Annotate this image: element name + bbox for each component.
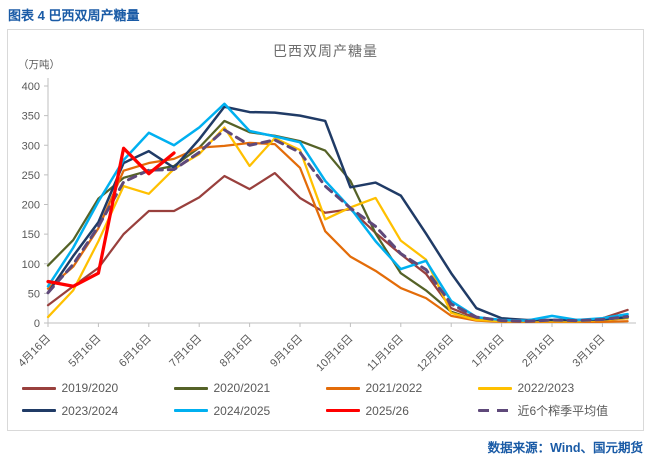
y-tick-label: 200 xyxy=(22,200,40,212)
x-tick-label: 8月16日 xyxy=(218,333,255,370)
x-tick-label: 5月16日 xyxy=(66,333,103,370)
legend-item-2: 2021/2022 xyxy=(325,381,478,395)
chart-legend: 2019/2020 2020/2021 2021/2022 2022/2023 2023… xyxy=(8,381,643,419)
y-tick-label: 150 xyxy=(22,229,40,241)
legend-item-7: 近6个榨季平均值 xyxy=(477,402,630,419)
x-tick-label: 10月16日 xyxy=(314,333,355,374)
legend-item-5: 2024/2025 xyxy=(173,402,326,419)
legend-label: 2023/2024 xyxy=(61,403,119,418)
legend-swatch xyxy=(21,409,56,412)
legend-label: 近6个榨季平均值 xyxy=(517,404,609,418)
series-line-2021/2022 xyxy=(46,141,629,323)
legend-swatch xyxy=(325,386,360,390)
y-tick-label: 50 xyxy=(28,288,40,300)
legend-label: 2019/2020 xyxy=(61,381,119,395)
x-tick-label: 9月16日 xyxy=(268,333,305,370)
legend-item-3: 2022/2023 xyxy=(477,381,630,395)
legend-swatch xyxy=(173,409,208,412)
chart-title: 巴西双周产糖量 xyxy=(273,43,378,59)
legend-item-0: 2019/2020 xyxy=(21,381,174,395)
legend-item-4: 2023/2024 xyxy=(21,402,174,419)
plot-svg: 0 50 100 150 200 250 300 350 400 4月16日 5月16日 6月16日 7… xyxy=(16,78,636,374)
x-tick-label: 2月16日 xyxy=(520,333,557,370)
x-tick-label: 4月16日 xyxy=(16,333,53,370)
x-tick-label: 6月16日 xyxy=(117,333,154,370)
legend-label: 2025/26 xyxy=(365,403,409,418)
y-tick-label: 400 xyxy=(22,81,40,93)
legend-swatch xyxy=(173,386,208,390)
legend-item-6: 2025/26 xyxy=(325,402,478,419)
legend-label: 2021/2022 xyxy=(365,381,423,395)
x-tick-label: 11月16日 xyxy=(365,333,406,374)
y-tick-label: 350 xyxy=(22,111,40,123)
series-line-近6个榨季平均值 xyxy=(46,128,630,323)
y-tick-label: 250 xyxy=(22,170,40,182)
legend-label: 2022/2023 xyxy=(517,381,575,395)
data-source: 数据来源：Wind、国元期货 xyxy=(487,441,643,455)
legend-item-1: 2020/2021 xyxy=(173,381,326,395)
x-tick-label: 12月16日 xyxy=(415,333,456,374)
y-tick-label: 0 xyxy=(34,318,40,330)
x-tick-label: 1月16日 xyxy=(470,333,507,370)
chart-container: 巴西双周产糖量 （万吨） 0 50 100 150 200 250 300 350 400 4月1… xyxy=(7,29,644,431)
figure-caption: 图表 4 巴西双周产糖量 xyxy=(8,8,140,23)
legend-swatch xyxy=(477,409,512,412)
y-tick-label: 300 xyxy=(22,140,40,152)
y-tick-label: 100 xyxy=(22,259,40,271)
legend-label: 2020/2021 xyxy=(213,381,271,395)
series-line-2025/26 xyxy=(46,146,176,288)
legend-swatch xyxy=(325,409,360,412)
y-axis-unit-label: （万吨） xyxy=(18,59,60,71)
x-tick-label: 7月16日 xyxy=(167,333,204,370)
x-tick-label: 3月16日 xyxy=(570,333,607,370)
legend-swatch xyxy=(21,386,56,390)
legend-label: 2024/2025 xyxy=(213,403,271,418)
legend-swatch xyxy=(477,386,512,390)
